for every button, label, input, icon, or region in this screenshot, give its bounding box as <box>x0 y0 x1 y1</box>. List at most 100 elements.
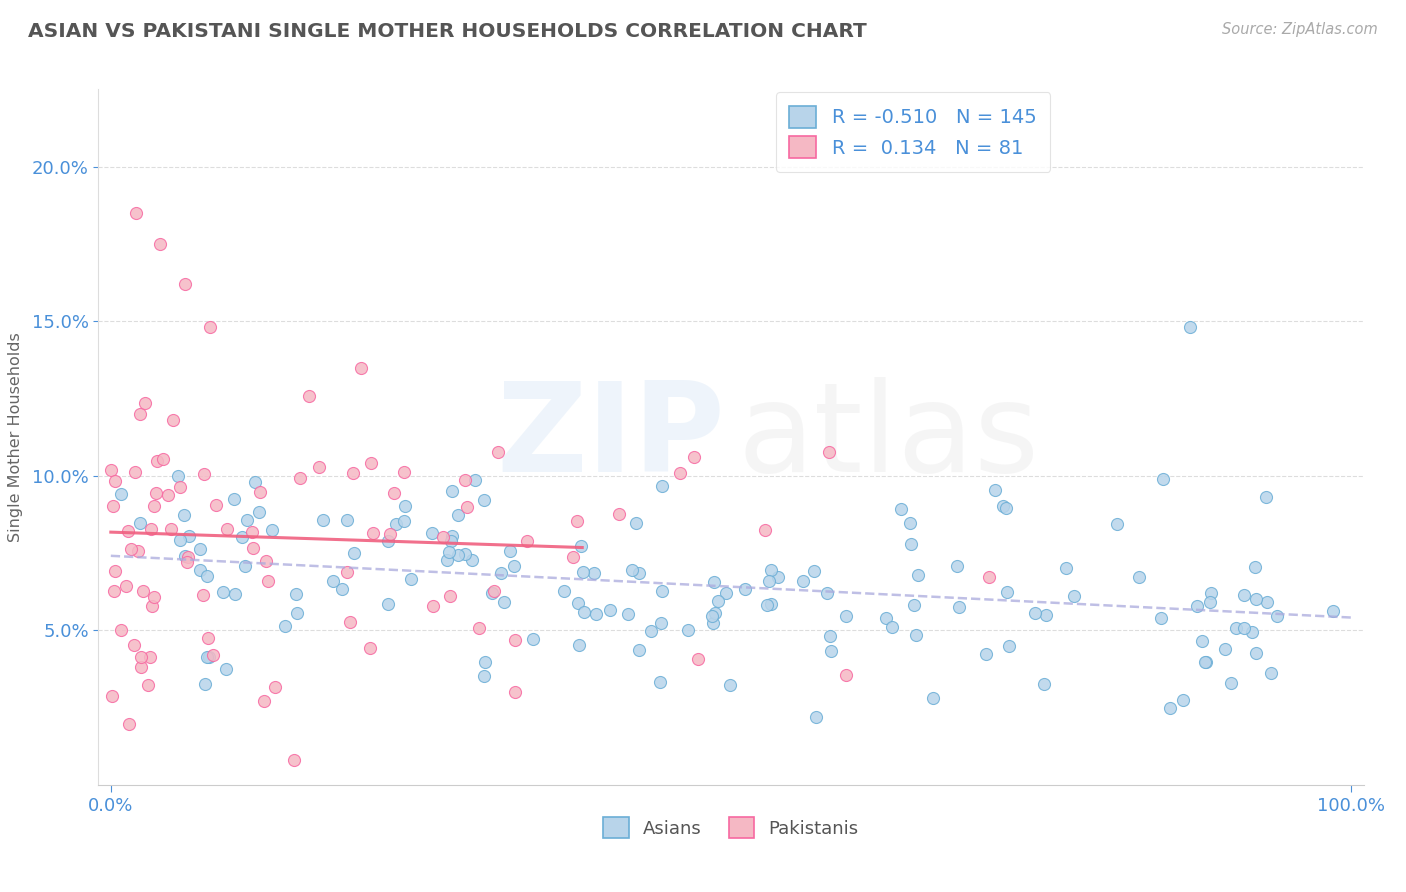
Point <box>948 600 970 615</box>
Point <box>382 486 405 500</box>
Text: Source: ZipAtlas.com: Source: ZipAtlas.com <box>1222 22 1378 37</box>
Point <box>422 599 444 614</box>
Point <box>1254 490 1277 504</box>
Point <box>134 396 156 410</box>
Point <box>110 487 132 501</box>
Point <box>217 522 239 536</box>
Point <box>224 587 246 601</box>
Point <box>567 596 589 610</box>
Point <box>1171 693 1194 707</box>
Point <box>436 553 458 567</box>
Point <box>132 583 155 598</box>
Point <box>921 691 943 706</box>
Point <box>100 462 122 476</box>
Point <box>907 568 929 582</box>
Point <box>262 523 284 537</box>
Point <box>193 467 215 481</box>
Point <box>474 655 496 669</box>
Point <box>704 606 727 620</box>
Point <box>332 582 354 596</box>
Point <box>1150 611 1173 625</box>
Point <box>461 552 484 566</box>
Point <box>101 499 124 513</box>
Point <box>1054 560 1077 574</box>
Point <box>482 584 505 599</box>
Point <box>503 633 526 648</box>
Point <box>486 444 509 458</box>
Y-axis label: Single Mother Households: Single Mother Households <box>8 332 24 542</box>
Point <box>804 710 827 724</box>
Point <box>284 587 307 601</box>
Point <box>882 620 904 634</box>
Point <box>283 753 305 767</box>
Point <box>702 616 724 631</box>
Point <box>676 623 699 637</box>
Point <box>682 450 704 464</box>
Point <box>257 574 280 589</box>
Point <box>503 684 526 698</box>
Point <box>342 466 364 480</box>
Point <box>1153 472 1175 486</box>
Point <box>143 590 166 604</box>
Point <box>453 473 475 487</box>
Point <box>890 501 912 516</box>
Point <box>754 523 776 537</box>
Point <box>103 565 125 579</box>
Point <box>1233 588 1256 602</box>
Point <box>703 574 725 589</box>
Point <box>946 558 969 573</box>
Point <box>756 598 779 612</box>
Point <box>446 508 468 522</box>
Point <box>585 607 607 621</box>
Text: ASIAN VS PAKISTANI SINGLE MOTHER HOUSEHOLDS CORRELATION CHART: ASIAN VS PAKISTANI SINGLE MOTHER HOUSEHO… <box>28 22 868 41</box>
Point <box>195 568 218 582</box>
Point <box>648 675 671 690</box>
Text: atlas: atlas <box>737 376 1039 498</box>
Point <box>620 563 643 577</box>
Point <box>157 488 180 502</box>
Point <box>174 277 197 291</box>
Point <box>118 717 141 731</box>
Point <box>481 586 503 600</box>
Point <box>766 570 789 584</box>
Point <box>758 574 780 588</box>
Point <box>502 558 524 573</box>
Point <box>169 480 191 494</box>
Point <box>298 389 321 403</box>
Point <box>139 649 162 664</box>
Point <box>224 491 246 506</box>
Point <box>377 597 399 611</box>
Point <box>141 599 163 613</box>
Point <box>1213 642 1236 657</box>
Point <box>454 547 477 561</box>
Point <box>1128 569 1150 583</box>
Point <box>360 456 382 470</box>
Point <box>122 638 145 652</box>
Point <box>136 678 159 692</box>
Point <box>100 689 122 703</box>
Point <box>274 619 297 633</box>
Point <box>110 624 132 638</box>
Point <box>195 649 218 664</box>
Point <box>288 471 311 485</box>
Point <box>159 522 181 536</box>
Point <box>242 541 264 555</box>
Point <box>572 605 595 619</box>
Point <box>734 582 756 597</box>
Point <box>875 611 897 625</box>
Point <box>650 616 672 631</box>
Point <box>392 465 415 479</box>
Point <box>441 483 464 498</box>
Point <box>900 537 922 551</box>
Point <box>103 583 125 598</box>
Point <box>820 644 842 658</box>
Point <box>716 586 738 600</box>
Point <box>190 541 212 556</box>
Point <box>472 493 495 508</box>
Point <box>983 483 1005 498</box>
Point <box>124 465 146 479</box>
Point <box>177 529 200 543</box>
Point <box>191 588 214 602</box>
Point <box>141 522 163 536</box>
Legend: Asians, Pakistanis: Asians, Pakistanis <box>596 810 866 846</box>
